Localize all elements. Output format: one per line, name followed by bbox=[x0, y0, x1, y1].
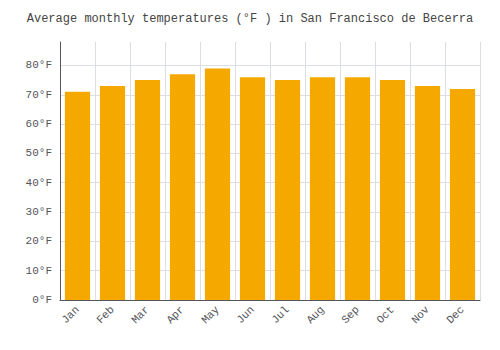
svg-text:Jan: Jan bbox=[59, 304, 81, 326]
svg-text:Apr: Apr bbox=[164, 304, 186, 326]
svg-text:20°F: 20°F bbox=[26, 235, 52, 247]
svg-text:Sep: Sep bbox=[339, 304, 361, 326]
svg-text:Oct: Oct bbox=[374, 304, 396, 326]
svg-text:Average monthly temperatures (: Average monthly temperatures (°F ) in Sa… bbox=[27, 12, 473, 26]
svg-text:30°F: 30°F bbox=[26, 206, 52, 218]
svg-text:10°F: 10°F bbox=[26, 265, 52, 277]
svg-text:Jul: Jul bbox=[269, 304, 291, 326]
svg-text:60°F: 60°F bbox=[26, 118, 52, 130]
svg-text:Dec: Dec bbox=[444, 304, 466, 326]
svg-text:May: May bbox=[199, 303, 222, 326]
svg-text:50°F: 50°F bbox=[26, 147, 52, 159]
svg-text:80°F: 80°F bbox=[26, 59, 52, 71]
svg-text:Aug: Aug bbox=[304, 304, 326, 326]
svg-text:40°F: 40°F bbox=[26, 177, 52, 189]
svg-text:0°F: 0°F bbox=[32, 294, 52, 306]
svg-text:Jun: Jun bbox=[234, 304, 256, 326]
svg-text:70°F: 70°F bbox=[26, 89, 52, 101]
svg-text:Feb: Feb bbox=[94, 304, 116, 326]
svg-text:Nov: Nov bbox=[409, 303, 432, 326]
svg-text:Mar: Mar bbox=[129, 304, 151, 326]
